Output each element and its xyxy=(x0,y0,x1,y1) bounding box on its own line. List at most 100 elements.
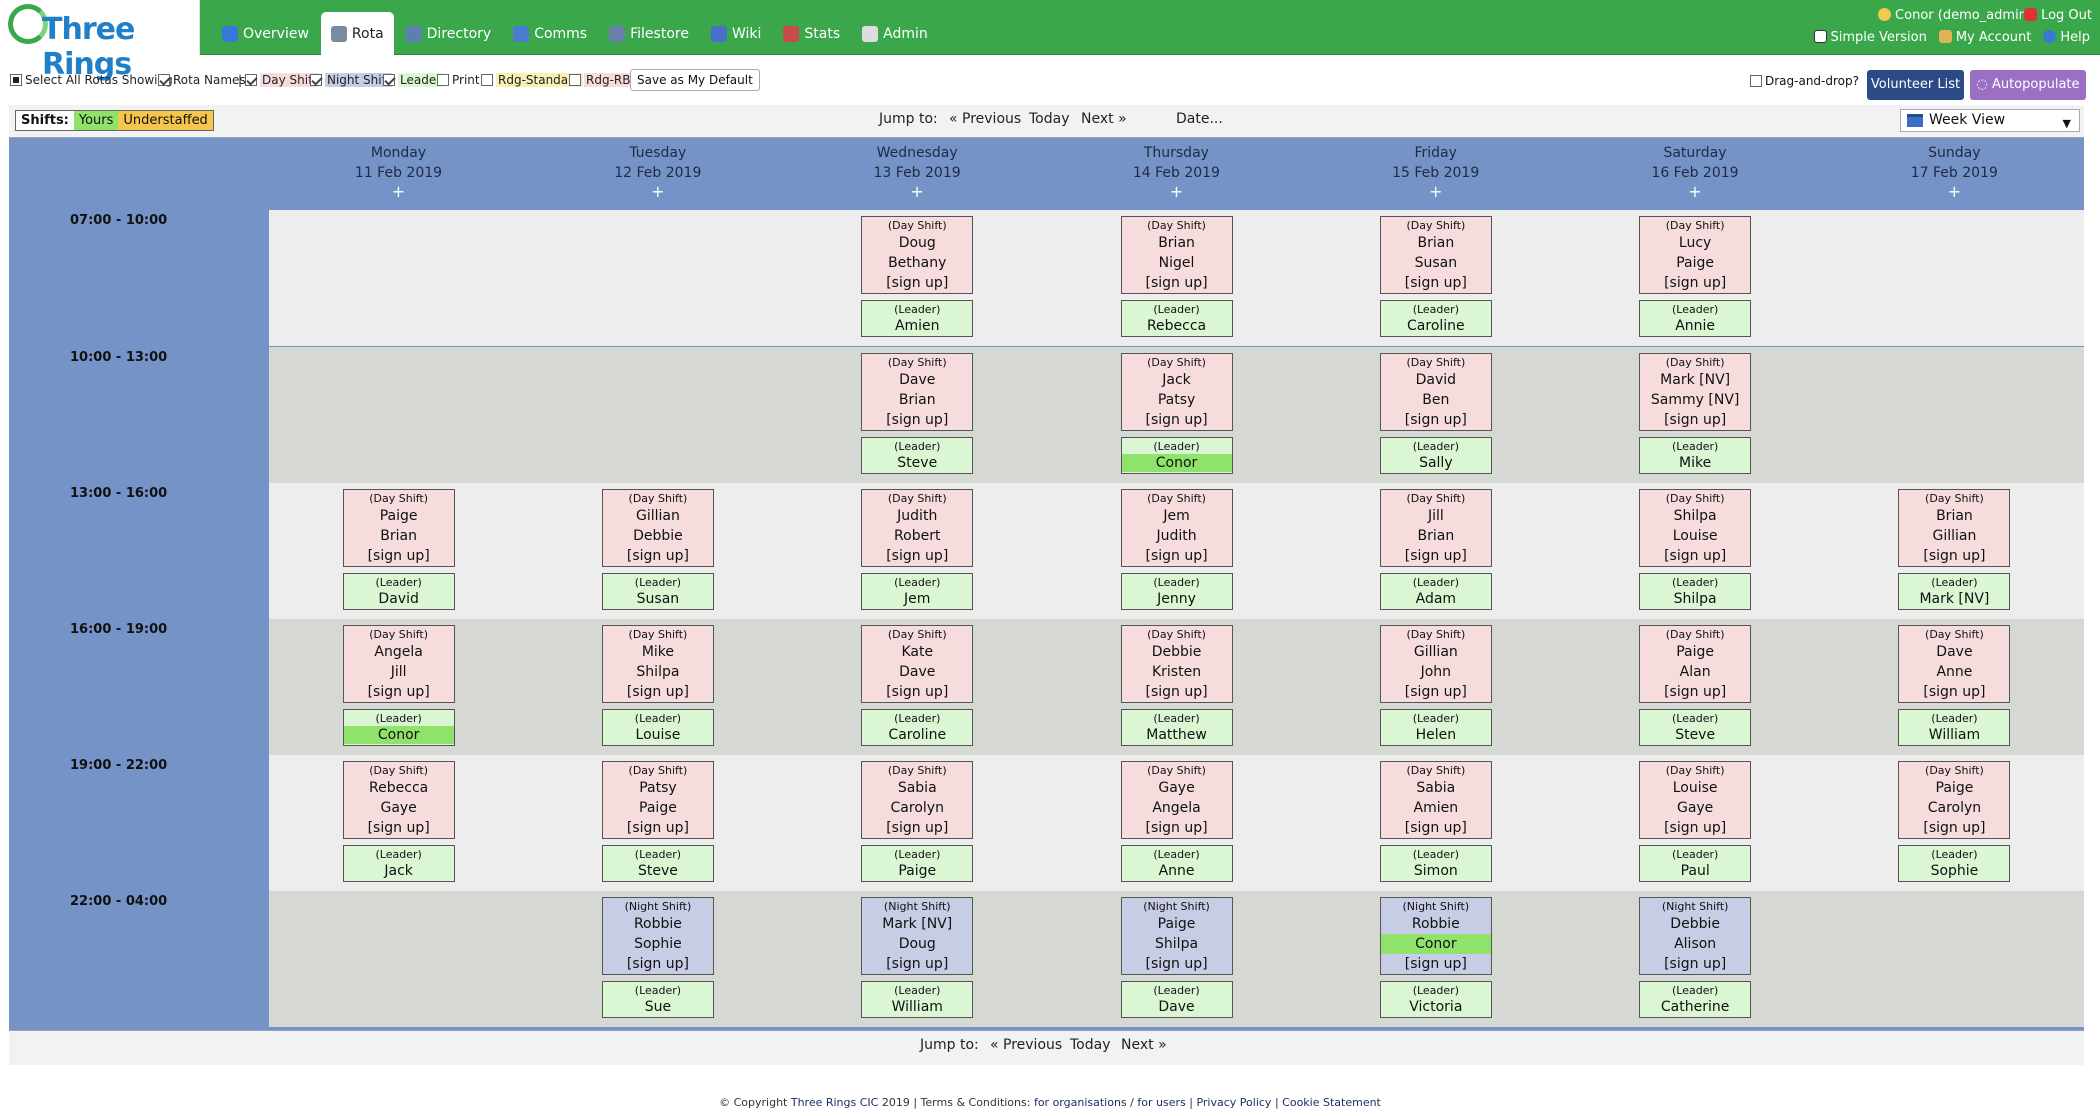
leader-name[interactable]: Amien xyxy=(894,318,940,334)
volunteer-name[interactable]: Carolyn xyxy=(1927,800,1982,816)
volunteer-name[interactable]: Sabia xyxy=(897,780,937,796)
sign-up-link[interactable]: [sign up] xyxy=(1145,275,1208,291)
sign-up-link[interactable]: [sign up] xyxy=(1404,820,1467,836)
leader-name[interactable]: Sophie xyxy=(1930,863,1979,879)
sign-up-link[interactable]: [sign up] xyxy=(1145,684,1208,700)
volunteer-name[interactable]: Sammy [NV] xyxy=(1650,392,1740,408)
leader-shift-card[interactable]: (Leader) Paige xyxy=(861,845,974,882)
day-shift-card[interactable]: (Day Shift) Jill Brian [sign up] xyxy=(1379,489,1492,567)
leader-shift-card[interactable]: (Leader) Sophie xyxy=(1898,845,2011,882)
nav-comms[interactable]: Comms xyxy=(503,12,597,55)
volunteer-name[interactable]: Doug xyxy=(898,936,936,952)
day-shift-card[interactable]: (Day Shift) Jack Patsy [sign up] xyxy=(1120,353,1233,431)
volunteer-name[interactable]: Debbie xyxy=(633,528,683,544)
privacy-policy-link[interactable]: Privacy Policy xyxy=(1196,1096,1272,1109)
leader-name[interactable]: Conor xyxy=(343,726,454,744)
day-shift-card[interactable]: (Day Shift) Judith Robert [sign up] xyxy=(861,489,974,567)
add-shift-icon[interactable]: + xyxy=(1688,182,1702,201)
leader-shift-card[interactable]: (Leader) William xyxy=(1898,709,2011,746)
volunteer-name[interactable]: Kate xyxy=(901,644,934,660)
add-shift-icon[interactable]: + xyxy=(1428,182,1443,201)
leader-name[interactable]: Steve xyxy=(897,455,938,471)
sign-up-link[interactable]: [sign up] xyxy=(1664,956,1727,972)
volunteer-name[interactable]: Alan xyxy=(1679,664,1711,680)
leader-name[interactable]: Simon xyxy=(1413,863,1458,879)
sign-up-link[interactable]: [sign up] xyxy=(1404,956,1467,972)
day-shift-card[interactable]: (Day Shift) Kate Dave [sign up] xyxy=(861,625,974,703)
leader-shift-card[interactable]: (Leader) Rebecca xyxy=(1120,300,1233,337)
nav-filestore[interactable]: Filestore xyxy=(599,12,699,55)
add-shift-icon[interactable]: + xyxy=(391,182,406,201)
volunteer-name[interactable]: Jill xyxy=(1427,508,1444,524)
volunteer-name[interactable]: Robbie xyxy=(633,916,682,932)
leader-name[interactable]: Jenny xyxy=(1157,591,1196,607)
night-shift-card[interactable]: (Night Shift) Robbie Conor [sign up] xyxy=(1379,897,1492,975)
volunteer-name[interactable]: Bethany xyxy=(888,255,947,271)
volunteer-name[interactable]: Brian xyxy=(1936,508,1973,524)
volunteer-name[interactable]: Gaye xyxy=(1158,780,1195,796)
leader-name[interactable]: Mike xyxy=(1679,455,1712,471)
day-shift-card[interactable]: (Day Shift) Gillian Debbie [sign up] xyxy=(601,489,714,567)
drag-drop-toggle[interactable]: Drag-and-drop? xyxy=(1750,74,1859,88)
leader-checkbox[interactable] xyxy=(383,74,395,86)
volunteer-name[interactable]: Shilpa xyxy=(1155,936,1199,952)
day-shift-card[interactable]: (Day Shift) Jem Judith [sign up] xyxy=(1120,489,1233,567)
sign-up-link[interactable]: [sign up] xyxy=(1923,820,1986,836)
leader-name[interactable]: Mark [NV] xyxy=(1919,591,1990,607)
volunteer-name[interactable]: Gaye xyxy=(1676,800,1714,816)
sign-up-link[interactable]: [sign up] xyxy=(886,548,949,564)
rdg-standard-filter[interactable]: Rdg-Standard xyxy=(481,73,583,87)
volunteer-name[interactable]: Carolyn xyxy=(890,800,944,816)
volunteer-name[interactable]: Brian xyxy=(1417,528,1455,544)
leader-shift-card[interactable]: (Leader) Conor xyxy=(1120,437,1233,474)
sign-up-link[interactable]: [sign up] xyxy=(1404,548,1467,564)
terms-orgs-link[interactable]: for organisations xyxy=(1033,1096,1127,1109)
day-shift-card[interactable]: (Day Shift) Mike Shilpa [sign up] xyxy=(601,625,714,703)
nav-overview[interactable]: Overview xyxy=(212,12,319,55)
volunteer-name[interactable]: Paige xyxy=(1157,916,1196,932)
night-shift-card[interactable]: (Night Shift) Paige Shilpa [sign up] xyxy=(1120,897,1233,975)
day-shift-card[interactable]: (Day Shift) Paige Brian [sign up] xyxy=(342,489,455,567)
leader-name[interactable]: Paige xyxy=(898,863,937,879)
leader-shift-card[interactable]: (Leader) Shilpa xyxy=(1639,573,1752,610)
day-shift-card[interactable]: (Day Shift) Paige Carolyn [sign up] xyxy=(1898,761,2011,839)
sign-up-link[interactable]: [sign up] xyxy=(1664,548,1727,564)
volunteer-name[interactable]: Rebecca xyxy=(369,780,429,796)
bottom-previous-link[interactable]: « Previous xyxy=(990,1037,1063,1053)
leader-shift-card[interactable]: (Leader) Paul xyxy=(1639,845,1752,882)
night-shift-filter[interactable]: Night Shift xyxy=(310,73,393,87)
sign-up-link[interactable]: [sign up] xyxy=(1145,548,1208,564)
leader-name[interactable]: Shilpa xyxy=(1673,591,1717,607)
help-link[interactable]: Help xyxy=(2043,30,2090,45)
volunteer-name[interactable]: Robert xyxy=(894,528,941,544)
leader-name[interactable]: Sue xyxy=(644,999,672,1015)
day-shift-card[interactable]: (Day Shift) Brian Nigel [sign up] xyxy=(1120,216,1233,294)
simple-version-link[interactable]: Simple Version xyxy=(1813,30,1927,45)
logout-link[interactable]: Log Out xyxy=(2024,8,2092,23)
volunteer-name[interactable]: Amien xyxy=(1413,800,1459,816)
volunteer-name[interactable]: Angela xyxy=(374,644,423,660)
leader-shift-card[interactable]: (Leader) Caroline xyxy=(861,709,974,746)
leader-shift-card[interactable]: (Leader) Conor xyxy=(342,709,455,746)
day-shift-card[interactable]: (Day Shift) Angela Jill [sign up] xyxy=(342,625,455,703)
leader-name[interactable]: Victoria xyxy=(1409,999,1463,1015)
sign-up-link[interactable]: [sign up] xyxy=(367,684,430,700)
volunteer-name[interactable]: Brian xyxy=(898,392,936,408)
volunteer-name[interactable]: John xyxy=(1420,664,1452,680)
volunteer-name[interactable]: Louise xyxy=(1672,528,1718,544)
volunteer-name[interactable]: Debbie xyxy=(1670,916,1720,932)
leader-shift-card[interactable]: (Leader) William xyxy=(861,981,974,1018)
day-shift-card[interactable]: (Day Shift) Brian Susan [sign up] xyxy=(1379,216,1492,294)
volunteer-name[interactable]: Susan xyxy=(1414,255,1458,271)
sign-up-link[interactable]: [sign up] xyxy=(1664,412,1727,428)
day-shift-card[interactable]: (Day Shift) Paige Alan [sign up] xyxy=(1639,625,1752,703)
print-filter[interactable]: Print xyxy=(437,73,480,87)
volunteer-list-button[interactable]: Volunteer List xyxy=(1867,70,1964,100)
leader-shift-card[interactable]: (Leader) Catherine xyxy=(1639,981,1752,1018)
leader-name[interactable]: Steve xyxy=(1675,727,1716,743)
three-rings-logo[interactable]: Three Rings xyxy=(0,0,200,82)
current-user[interactable]: Conor (demo_admin) xyxy=(1878,8,2032,23)
leader-shift-card[interactable]: (Leader) Louise xyxy=(601,709,714,746)
day-shift-card[interactable]: (Day Shift) Patsy Paige [sign up] xyxy=(601,761,714,839)
volunteer-name[interactable]: Patsy xyxy=(639,780,677,796)
